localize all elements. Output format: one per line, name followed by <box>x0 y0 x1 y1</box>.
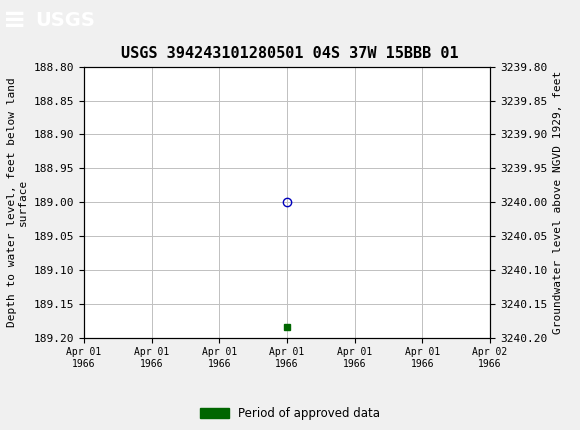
Y-axis label: Depth to water level, feet below land
surface: Depth to water level, feet below land su… <box>7 77 28 327</box>
Text: ≡: ≡ <box>3 6 26 34</box>
Text: USGS: USGS <box>35 11 95 30</box>
Legend: Period of approved data: Period of approved data <box>200 407 380 420</box>
Y-axis label: Groundwater level above NGVD 1929, feet: Groundwater level above NGVD 1929, feet <box>553 71 563 334</box>
Text: USGS 394243101280501 04S 37W 15BBB 01: USGS 394243101280501 04S 37W 15BBB 01 <box>121 46 459 61</box>
